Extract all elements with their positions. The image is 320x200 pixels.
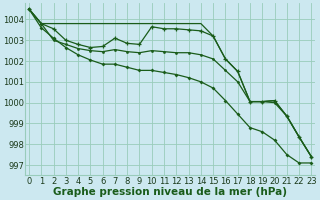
X-axis label: Graphe pression niveau de la mer (hPa): Graphe pression niveau de la mer (hPa) [53, 187, 287, 197]
